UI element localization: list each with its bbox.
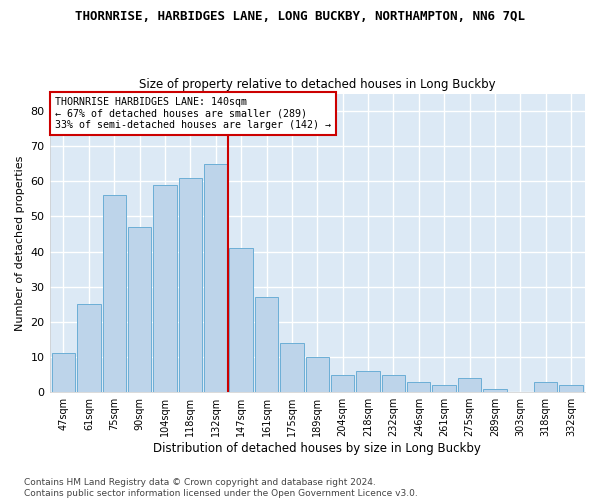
- Bar: [179, 178, 202, 392]
- Title: Size of property relative to detached houses in Long Buckby: Size of property relative to detached ho…: [139, 78, 496, 91]
- Bar: [305, 357, 329, 392]
- Text: THORNRISE, HARBIDGES LANE, LONG BUCKBY, NORTHAMPTON, NN6 7QL: THORNRISE, HARBIDGES LANE, LONG BUCKBY, …: [75, 10, 525, 23]
- Text: Contains HM Land Registry data © Crown copyright and database right 2024.
Contai: Contains HM Land Registry data © Crown c…: [24, 478, 418, 498]
- Bar: [255, 298, 278, 392]
- Bar: [52, 354, 75, 392]
- Bar: [103, 196, 126, 392]
- Bar: [128, 227, 151, 392]
- Bar: [458, 378, 481, 392]
- Bar: [382, 374, 405, 392]
- Bar: [154, 185, 176, 392]
- Bar: [229, 248, 253, 392]
- Bar: [407, 382, 430, 392]
- X-axis label: Distribution of detached houses by size in Long Buckby: Distribution of detached houses by size …: [154, 442, 481, 455]
- Bar: [433, 385, 456, 392]
- Bar: [356, 371, 380, 392]
- Bar: [534, 382, 557, 392]
- Bar: [331, 374, 355, 392]
- Bar: [559, 385, 583, 392]
- Bar: [483, 388, 506, 392]
- Text: THORNRISE HARBIDGES LANE: 140sqm
← 67% of detached houses are smaller (289)
33% : THORNRISE HARBIDGES LANE: 140sqm ← 67% o…: [55, 96, 331, 130]
- Bar: [280, 343, 304, 392]
- Bar: [204, 164, 227, 392]
- Bar: [77, 304, 101, 392]
- Y-axis label: Number of detached properties: Number of detached properties: [15, 155, 25, 330]
